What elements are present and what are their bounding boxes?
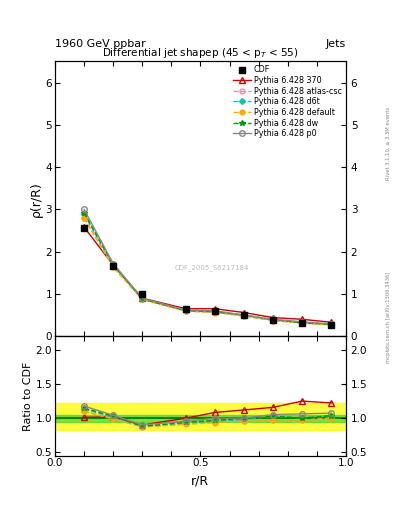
Pythia 6.428 atlas-csc — [82, 215, 86, 221]
Pythia 6.428 370 — [111, 262, 116, 268]
Pythia 6.428 p0 — [111, 261, 116, 267]
Pythia 6.428 atlas-csc — [184, 308, 188, 314]
Pythia 6.428 dw — [300, 319, 305, 326]
X-axis label: r/R: r/R — [191, 474, 209, 487]
Pythia 6.428 dw — [111, 261, 116, 267]
Pythia 6.428 d6t — [213, 309, 217, 315]
Line: Pythia 6.428 atlas-csc: Pythia 6.428 atlas-csc — [82, 216, 334, 327]
Line: Pythia 6.428 dw: Pythia 6.428 dw — [81, 210, 334, 327]
Pythia 6.428 d6t — [184, 308, 188, 314]
Pythia 6.428 d6t — [111, 262, 116, 268]
Pythia 6.428 atlas-csc — [271, 317, 275, 324]
Pythia 6.428 p0 — [300, 319, 305, 325]
Pythia 6.428 default — [329, 322, 334, 328]
Pythia 6.428 p0 — [329, 321, 334, 327]
Text: 1960 GeV ppbar: 1960 GeV ppbar — [55, 38, 146, 49]
Pythia 6.428 370 — [213, 306, 217, 312]
Text: Jets: Jets — [325, 38, 346, 49]
Pythia 6.428 p0 — [271, 316, 275, 323]
Pythia 6.428 default — [213, 309, 217, 315]
Pythia 6.428 370 — [140, 295, 145, 301]
Y-axis label: Ratio to CDF: Ratio to CDF — [23, 361, 33, 431]
Bar — [55, 403, 346, 431]
Pythia 6.428 370 — [242, 309, 246, 315]
Pythia 6.428 370 — [184, 306, 188, 312]
Line: Pythia 6.428 p0: Pythia 6.428 p0 — [81, 207, 334, 327]
Pythia 6.428 default — [111, 264, 116, 270]
Pythia 6.428 370 — [329, 319, 334, 325]
Pythia 6.428 p0 — [140, 295, 145, 301]
Pythia 6.428 default — [271, 317, 275, 324]
Pythia 6.428 default — [300, 320, 305, 326]
Pythia 6.428 atlas-csc — [300, 320, 305, 326]
Pythia 6.428 default — [242, 313, 246, 319]
Line: Pythia 6.428 370: Pythia 6.428 370 — [81, 224, 334, 325]
Pythia 6.428 370 — [300, 316, 305, 323]
Text: Rivet 3.1.10, ≥ 3.3M events: Rivet 3.1.10, ≥ 3.3M events — [386, 106, 391, 180]
Pythia 6.428 dw — [242, 312, 246, 318]
Pythia 6.428 dw — [140, 296, 145, 302]
Line: Pythia 6.428 d6t: Pythia 6.428 d6t — [82, 212, 333, 327]
Legend: CDF, Pythia 6.428 370, Pythia 6.428 atlas-csc, Pythia 6.428 d6t, Pythia 6.428 de: CDF, Pythia 6.428 370, Pythia 6.428 atla… — [231, 64, 343, 140]
Pythia 6.428 dw — [329, 322, 334, 328]
Pythia 6.428 dw — [271, 316, 275, 323]
Pythia 6.428 dw — [184, 307, 188, 313]
Pythia 6.428 default — [184, 308, 188, 314]
Pythia 6.428 d6t — [242, 312, 246, 318]
Pythia 6.428 atlas-csc — [111, 263, 116, 269]
Pythia 6.428 atlas-csc — [242, 313, 246, 319]
Pythia 6.428 d6t — [140, 296, 145, 302]
Bar — [55, 415, 346, 421]
Pythia 6.428 d6t — [271, 316, 275, 323]
Line: Pythia 6.428 default: Pythia 6.428 default — [82, 216, 334, 327]
Pythia 6.428 dw — [82, 210, 86, 216]
Pythia 6.428 370 — [271, 314, 275, 321]
Pythia 6.428 d6t — [329, 322, 334, 328]
Pythia 6.428 p0 — [242, 312, 246, 318]
Pythia 6.428 p0 — [213, 308, 217, 314]
Text: CDF_2005_S6217184: CDF_2005_S6217184 — [175, 264, 249, 271]
Pythia 6.428 atlas-csc — [140, 296, 145, 303]
Pythia 6.428 atlas-csc — [213, 309, 217, 315]
Pythia 6.428 default — [140, 296, 145, 303]
Title: Differential jet shapep (45 < p$_T$ < 55): Differential jet shapep (45 < p$_T$ < 55… — [102, 46, 299, 60]
Pythia 6.428 370 — [82, 224, 86, 230]
Text: mcplots.cern.ch [arXiv:1306.3436]: mcplots.cern.ch [arXiv:1306.3436] — [386, 272, 391, 363]
Y-axis label: ρ(r/R): ρ(r/R) — [30, 181, 43, 217]
Pythia 6.428 d6t — [300, 319, 305, 326]
Pythia 6.428 p0 — [184, 307, 188, 313]
Pythia 6.428 atlas-csc — [329, 322, 334, 328]
Pythia 6.428 dw — [213, 309, 217, 315]
Pythia 6.428 p0 — [82, 206, 86, 212]
Pythia 6.428 default — [82, 215, 86, 221]
Pythia 6.428 d6t — [82, 211, 86, 218]
